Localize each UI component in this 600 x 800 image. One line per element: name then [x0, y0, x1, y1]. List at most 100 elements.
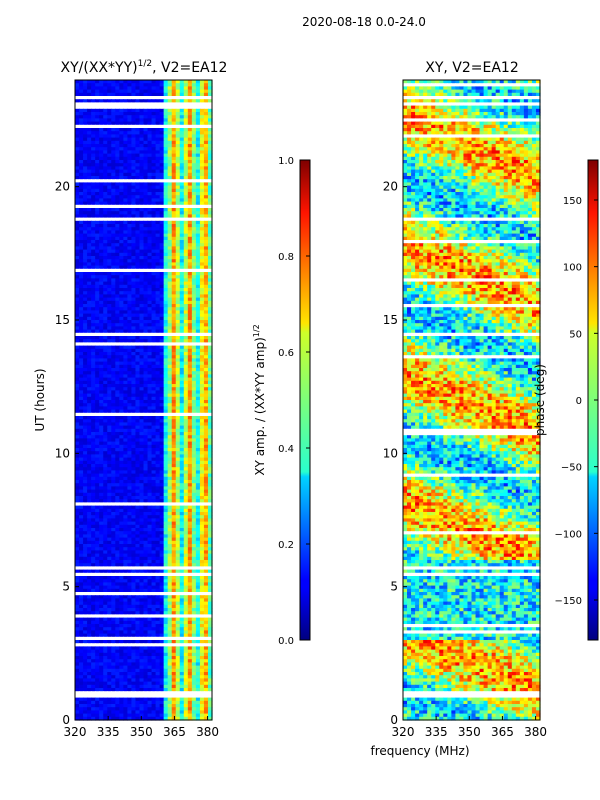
heatmap-cell: [191, 521, 197, 526]
heatmap-cell: [123, 422, 128, 427]
heatmap-cell: [183, 441, 189, 446]
heatmap-cell: [135, 102, 141, 107]
heatmap-cell: [147, 364, 153, 369]
heatmap-cell: [99, 208, 104, 212]
heatmap-cell: [163, 448, 169, 452]
heatmap-cell: [139, 387, 145, 391]
heatmap-cell: [171, 364, 177, 369]
heatmap-cell: [131, 96, 137, 100]
heatmap-cell: [163, 281, 169, 286]
heatmap-cell: [99, 105, 104, 110]
heatmap-cell: [99, 435, 104, 439]
heatmap-cell: [191, 150, 197, 155]
heatmap-cell: [131, 153, 137, 158]
heatmap-cell: [135, 521, 141, 526]
heatmap-cell: [95, 438, 100, 443]
heatmap-cell: [175, 211, 181, 215]
heatmap-cell: [99, 486, 104, 491]
heatmap-cell: [99, 172, 104, 177]
heatmap-cell: [127, 150, 133, 155]
heatmap-cell: [191, 316, 197, 321]
heatmap-cell: [155, 307, 161, 311]
heatmap-cell: [179, 198, 185, 203]
heatmap-cell: [135, 374, 141, 379]
heatmap-cell: [159, 124, 165, 129]
heatmap-cell: [207, 201, 213, 206]
heatmap-cell: [135, 185, 141, 190]
heatmap-cell: [203, 169, 209, 174]
heatmap-cell: [107, 540, 112, 545]
heatmap-cell: [131, 467, 137, 471]
heatmap-cell: [131, 230, 137, 235]
heatmap-cell: [143, 451, 149, 455]
heatmap-cell: [203, 512, 209, 516]
heatmap-cell: [147, 492, 153, 497]
heatmap-cell: [147, 480, 153, 484]
heatmap-cell: [75, 396, 80, 401]
heatmap-cell: [115, 294, 120, 299]
heatmap-cell: [99, 272, 104, 276]
heatmap-cell: [167, 147, 173, 151]
heatmap-cell: [191, 345, 197, 350]
heatmap-cell: [167, 153, 173, 158]
heatmap-cell: [127, 172, 133, 177]
heatmap-cell: [199, 268, 205, 273]
heatmap-cell: [131, 307, 137, 311]
heatmap-cell: [151, 329, 157, 334]
heatmap-cell: [139, 483, 145, 487]
heatmap-cell: [143, 105, 149, 110]
heatmap-cell: [79, 262, 84, 267]
heatmap-cell: [99, 336, 104, 340]
heatmap-cell: [131, 227, 137, 231]
heatmap-cell: [87, 83, 92, 87]
heatmap-cell: [127, 259, 133, 263]
heatmap-cell: [183, 211, 189, 215]
heatmap-cell: [107, 278, 112, 283]
heatmap-cell: [183, 185, 189, 190]
heatmap-cell: [143, 281, 149, 286]
heatmap-cell: [79, 332, 84, 337]
heatmap-cell: [103, 176, 108, 180]
heatmap-cell: [119, 243, 124, 247]
heatmap-cell: [143, 537, 149, 542]
heatmap-cell: [123, 441, 128, 446]
heatmap-cell: [131, 464, 137, 468]
heatmap-cell: [79, 272, 84, 276]
heatmap-cell: [151, 406, 157, 411]
heatmap-cell: [123, 339, 128, 343]
heatmap-cell: [147, 230, 153, 235]
heatmap-cell: [187, 96, 193, 100]
heatmap-cell: [79, 240, 84, 244]
heatmap-cell: [127, 412, 133, 417]
heatmap-cell: [107, 361, 112, 366]
heatmap-cell: [95, 297, 100, 302]
heatmap-cell: [175, 102, 181, 107]
heatmap-cell: [207, 480, 213, 484]
heatmap-cell: [147, 454, 153, 459]
heatmap-cell: [179, 512, 185, 516]
heatmap-cell: [195, 323, 201, 327]
heatmap-cell: [75, 176, 80, 180]
heatmap-cell: [151, 294, 157, 299]
heatmap-cell: [159, 192, 165, 196]
heatmap-cell: [119, 172, 124, 177]
heatmap-cell: [75, 489, 80, 494]
heatmap-cell: [127, 83, 133, 87]
heatmap-cell: [111, 320, 116, 324]
heatmap-cell: [95, 448, 100, 452]
heatmap-cell: [139, 304, 145, 308]
heatmap-cell: [127, 441, 133, 446]
heatmap-cell: [115, 211, 120, 215]
heatmap-cell: [75, 512, 80, 516]
heatmap-cell: [103, 211, 108, 215]
heatmap-cell: [147, 182, 153, 187]
heatmap-cell: [155, 326, 161, 331]
heatmap-cell: [95, 259, 100, 263]
heatmap-cell: [115, 342, 120, 347]
heatmap-cell: [155, 470, 161, 475]
heatmap-cell: [187, 483, 193, 487]
heatmap-cell: [91, 262, 96, 267]
heatmap-cell: [155, 96, 161, 100]
heatmap-cell: [155, 380, 161, 385]
heatmap-cell: [111, 102, 116, 107]
